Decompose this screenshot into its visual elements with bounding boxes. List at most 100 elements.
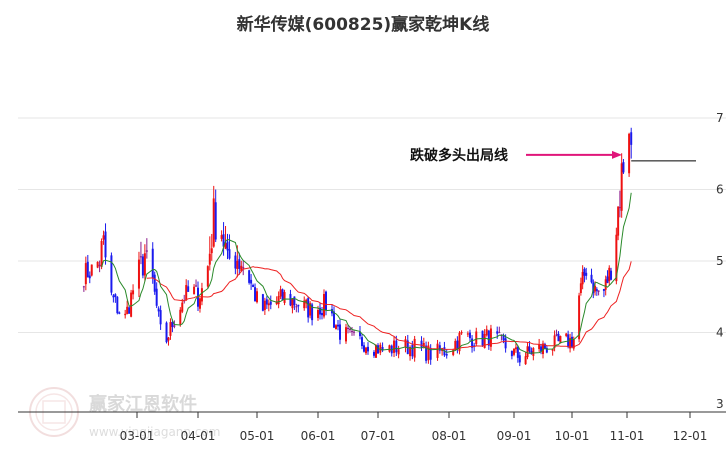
candle-body (82, 286, 85, 288)
candle-body (590, 274, 593, 283)
candle-body (173, 325, 176, 327)
candle-body (254, 287, 257, 302)
candle-body (118, 312, 121, 314)
candle-body (375, 345, 377, 358)
candle-body (361, 337, 363, 347)
candle-body (195, 285, 198, 287)
candle-body (540, 346, 543, 352)
candle-body (139, 256, 142, 258)
candle-body (585, 272, 588, 276)
candle-body (608, 267, 611, 282)
candle-body (594, 285, 597, 292)
candle-body (571, 336, 573, 348)
candle-body (303, 300, 306, 309)
candle-body (297, 304, 300, 307)
candle-body (510, 350, 513, 357)
candle-body (466, 333, 469, 335)
candle-body (483, 333, 486, 348)
candle-body (618, 207, 621, 209)
candle-body (413, 338, 416, 358)
candle-body (250, 279, 253, 284)
candle-body (143, 253, 146, 276)
candle-body (551, 348, 554, 351)
candle-body (333, 311, 335, 328)
candle-body (181, 302, 184, 312)
candle-body (137, 259, 140, 289)
candle-body (132, 290, 135, 295)
candle-body (436, 343, 439, 358)
candle-body (555, 334, 558, 336)
candle-body (615, 234, 618, 282)
x-tick-label: 10-01 (555, 429, 590, 443)
candle-body (583, 268, 586, 276)
candle-body (261, 294, 264, 311)
candle-body (516, 346, 519, 358)
candle-body (565, 333, 568, 336)
x-tick-label: 07-01 (361, 429, 396, 443)
candle-body (289, 294, 292, 306)
candle-body (610, 270, 613, 280)
candle-body (569, 337, 572, 349)
candle-body (256, 291, 258, 303)
candle-body (187, 286, 190, 292)
candle-body (128, 307, 131, 314)
watermark-brand: 赢家江恩软件 (89, 393, 197, 415)
candle-body (514, 347, 517, 350)
x-axis-ticks: 03-01 04-01 05-01 06-01 07-01 08-01 09-01 10-01… (120, 412, 707, 443)
watermark: 赢家江恩软件 www.yingjiagann.com (29, 387, 220, 439)
candle-body (395, 340, 398, 353)
candle-body (404, 339, 407, 348)
candle-body (281, 289, 284, 301)
candle-body (388, 345, 391, 352)
candle-body (104, 231, 107, 258)
candle-body (339, 324, 341, 340)
y-axis-ticks: 3 4 5 6 7 (716, 111, 724, 411)
candle-body (504, 338, 507, 349)
candle-body (275, 301, 278, 305)
candle-body (498, 332, 501, 334)
candle-body (351, 331, 353, 333)
candle-body (88, 275, 91, 279)
ma-short-line (101, 192, 632, 354)
candle-body (411, 344, 414, 357)
candle-body (283, 292, 286, 303)
x-tick-label: 05-01 (240, 429, 275, 443)
candle-body (210, 248, 213, 254)
candle-body (179, 309, 182, 325)
candle-body (365, 347, 367, 354)
candle-body (602, 288, 605, 291)
candle-body (309, 303, 312, 316)
x-tick-label: 11-01 (610, 429, 645, 443)
candle-body (545, 348, 548, 353)
candle-body (620, 163, 623, 211)
candle-body (100, 240, 103, 267)
candle-body (226, 241, 229, 251)
candle-body (265, 299, 268, 305)
candle-body (397, 349, 400, 355)
candle-body (532, 348, 535, 356)
candle-body (319, 307, 321, 315)
candle-body (381, 347, 384, 351)
candle-body (518, 355, 521, 363)
candle-body (263, 300, 266, 310)
candle-body (475, 331, 478, 345)
candle-body (96, 261, 99, 268)
candle-body (628, 133, 631, 174)
candle-body (559, 336, 562, 344)
candle-body (429, 347, 432, 360)
candle-body (102, 235, 105, 240)
candle-body (84, 263, 87, 285)
candle-body (487, 330, 490, 346)
candle-body (485, 329, 488, 336)
candle-body (238, 259, 241, 269)
candle-body (347, 327, 349, 329)
candle-body (116, 296, 119, 314)
y-tick-label: 6 (716, 183, 724, 197)
candle-body (242, 267, 245, 269)
candle-body (155, 288, 158, 306)
chart-title: 新华传媒(600825)赢家乾坤K线 (237, 14, 490, 35)
candle-body (200, 288, 203, 302)
candle-body (528, 346, 531, 352)
candle-body (597, 290, 600, 292)
candle-body (377, 345, 379, 354)
